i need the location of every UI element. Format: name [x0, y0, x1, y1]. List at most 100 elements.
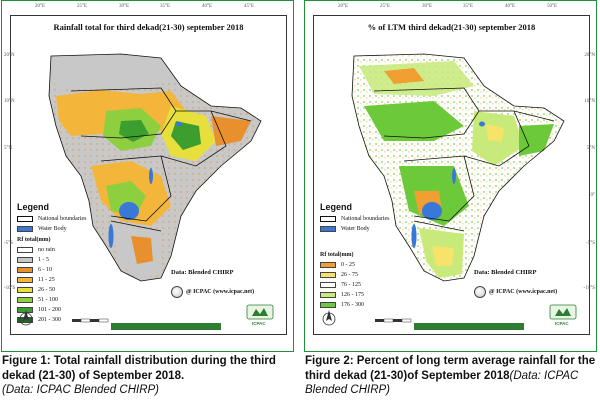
scale-bar-icon [72, 318, 109, 323]
legend-class-row: 26 - 50 [17, 285, 113, 295]
lat-label: 20°N [584, 53, 595, 58]
legend-class-row: 126 - 175 [320, 290, 416, 300]
south-orange-patch [131, 236, 153, 264]
somalia-wet-zone [519, 124, 554, 156]
legend-heading: Legend [17, 202, 50, 212]
water-label: Water Body [341, 226, 370, 232]
lat-label: 5°N [586, 146, 595, 151]
lat-label: 5°N [4, 146, 13, 151]
legend-class-row: 26 - 75 [320, 270, 416, 280]
legend-class-label: 51 - 100 [38, 297, 58, 303]
legend-class-label: 6 - 10 [38, 267, 52, 273]
legend-water-row: Water Body [17, 224, 113, 234]
legend-class-row: 1 - 5 [17, 255, 113, 265]
legend-class-row: 6 - 10 [17, 265, 113, 275]
legend-class-swatch [17, 307, 33, 313]
legend-class-label: 76 - 125 [341, 282, 361, 288]
lake-tana [176, 121, 182, 127]
caption-source: (Data: ICPAC Blended CHIRP) [305, 369, 579, 397]
figure-2-panel: % of LTM third dekad(21-30) september 20… [304, 0, 597, 352]
legend-class-row: 101 - 200 [17, 305, 113, 315]
lon-label: 35°E [160, 4, 171, 9]
legend-class-row: 11 - 25 [17, 275, 113, 285]
legend-boundary-row: National boundaries [17, 214, 113, 224]
credit-line: @ ICPAC (www.icpac.net) [171, 286, 254, 298]
logo-text: ICPAC [252, 321, 266, 326]
legend-class-swatch [320, 302, 336, 308]
lake-turkana [149, 168, 153, 184]
rainfall-total-map: Rainfall total for third dekad(21-30) se… [10, 15, 287, 335]
map-legend: Legend National boundaries Water Body Rf… [320, 202, 416, 310]
water-label: Water Body [38, 226, 67, 232]
legend-class-row: 76 - 125 [320, 280, 416, 290]
credit-text: @ ICPAC (www.icpac.net) [489, 289, 558, 295]
map-title: % of LTM third dekad(21-30) september 20… [367, 22, 536, 32]
legend-class-label: 26 - 75 [341, 272, 358, 278]
lon-label: 40°E [505, 4, 516, 9]
footer-banner [111, 323, 221, 330]
map-legend: Legend National boundaries Water Body Rf… [17, 202, 113, 325]
ethiopia-dry-patch [486, 124, 504, 142]
lake-tanganyika [108, 224, 114, 248]
north-arrow-icon [322, 310, 336, 326]
legend-class-swatch [320, 292, 336, 298]
legend-class-label: 1 - 5 [38, 257, 49, 263]
very-heavy-rain-patch [119, 120, 149, 142]
legend-class-row: 0 - 25 [320, 260, 416, 270]
lon-label: 30°E [119, 4, 130, 9]
boundary-label: National boundaries [38, 216, 87, 222]
icpac-logo-icon [549, 304, 577, 320]
caption-main: Figure 2: Percent of long term average r… [305, 355, 596, 382]
boundary-swatch [17, 216, 33, 222]
legend-class-label: 0 - 25 [341, 262, 355, 268]
lon-label: 25°E [380, 4, 391, 9]
legend-class-swatch [17, 247, 33, 253]
boundary-swatch [320, 216, 336, 222]
south-dry-patch [432, 246, 454, 266]
north-arrow-icon [19, 310, 33, 326]
lon-label: 35°E [463, 4, 474, 9]
legend-class-list: 0 - 25 26 - 75 76 - 125 126 - 175 176 - 300 [320, 260, 416, 310]
caption-main: Figure 1: Total rainfall distribution du… [2, 355, 276, 382]
lon-label: 30°E [422, 4, 433, 9]
credit-text: @ ICPAC (www.icpac.net) [186, 289, 255, 295]
data-source-note: Data: Blended CHIRP [474, 269, 537, 276]
national-boundaries [48, 53, 262, 282]
legend-boundary-row: National boundaries [320, 214, 416, 224]
low-rain-east [211, 116, 251, 146]
icpac-logo-icon [246, 304, 274, 320]
legend-water-row: Water Body [320, 224, 416, 234]
lat-label: 10°N [4, 99, 15, 104]
lon-label: 20°E [338, 4, 349, 9]
credit-line: @ ICPAC (www.icpac.net) [474, 286, 557, 298]
legend-class-swatch [320, 282, 336, 288]
lat-label: 10°N [584, 99, 595, 104]
lake-tanganyika [411, 224, 417, 248]
legend-class-label: 101 - 200 [38, 307, 61, 313]
national-boundaries [351, 53, 565, 282]
lon-label: 25°E [77, 4, 88, 9]
legend-class-swatch [17, 287, 33, 293]
legend-class-label: 11 - 25 [38, 277, 55, 283]
lat-label: -10°S [583, 286, 595, 291]
legend-class-swatch [320, 262, 336, 268]
legend-class-swatch [17, 267, 33, 273]
map-title: Rainfall total for third dekad(21-30) se… [53, 22, 244, 32]
lon-label: 50°E [547, 4, 558, 9]
lat-label: -10°S [4, 286, 16, 291]
legend-class-label: no rain [38, 247, 55, 253]
data-source-note: Data: Blended CHIRP [171, 269, 234, 276]
caption-source: (Data: ICPAC Blended CHIRP) [2, 384, 160, 396]
legend-class-swatch [17, 297, 33, 303]
legend-scale-title: Rf total(mm) [17, 237, 51, 243]
legend-class-swatch [17, 257, 33, 263]
globe-icon [171, 286, 183, 298]
globe-icon [474, 286, 486, 298]
lake-tana [479, 121, 485, 127]
lat-label: -5°S [586, 241, 595, 246]
legend-class-row: no rain [17, 245, 113, 255]
lake-turkana [452, 168, 456, 184]
scale-bar-icon [375, 318, 412, 323]
figure-1-caption: Figure 1: Total rainfall distribution du… [2, 354, 298, 398]
legend-class-label: 26 - 50 [38, 287, 55, 293]
